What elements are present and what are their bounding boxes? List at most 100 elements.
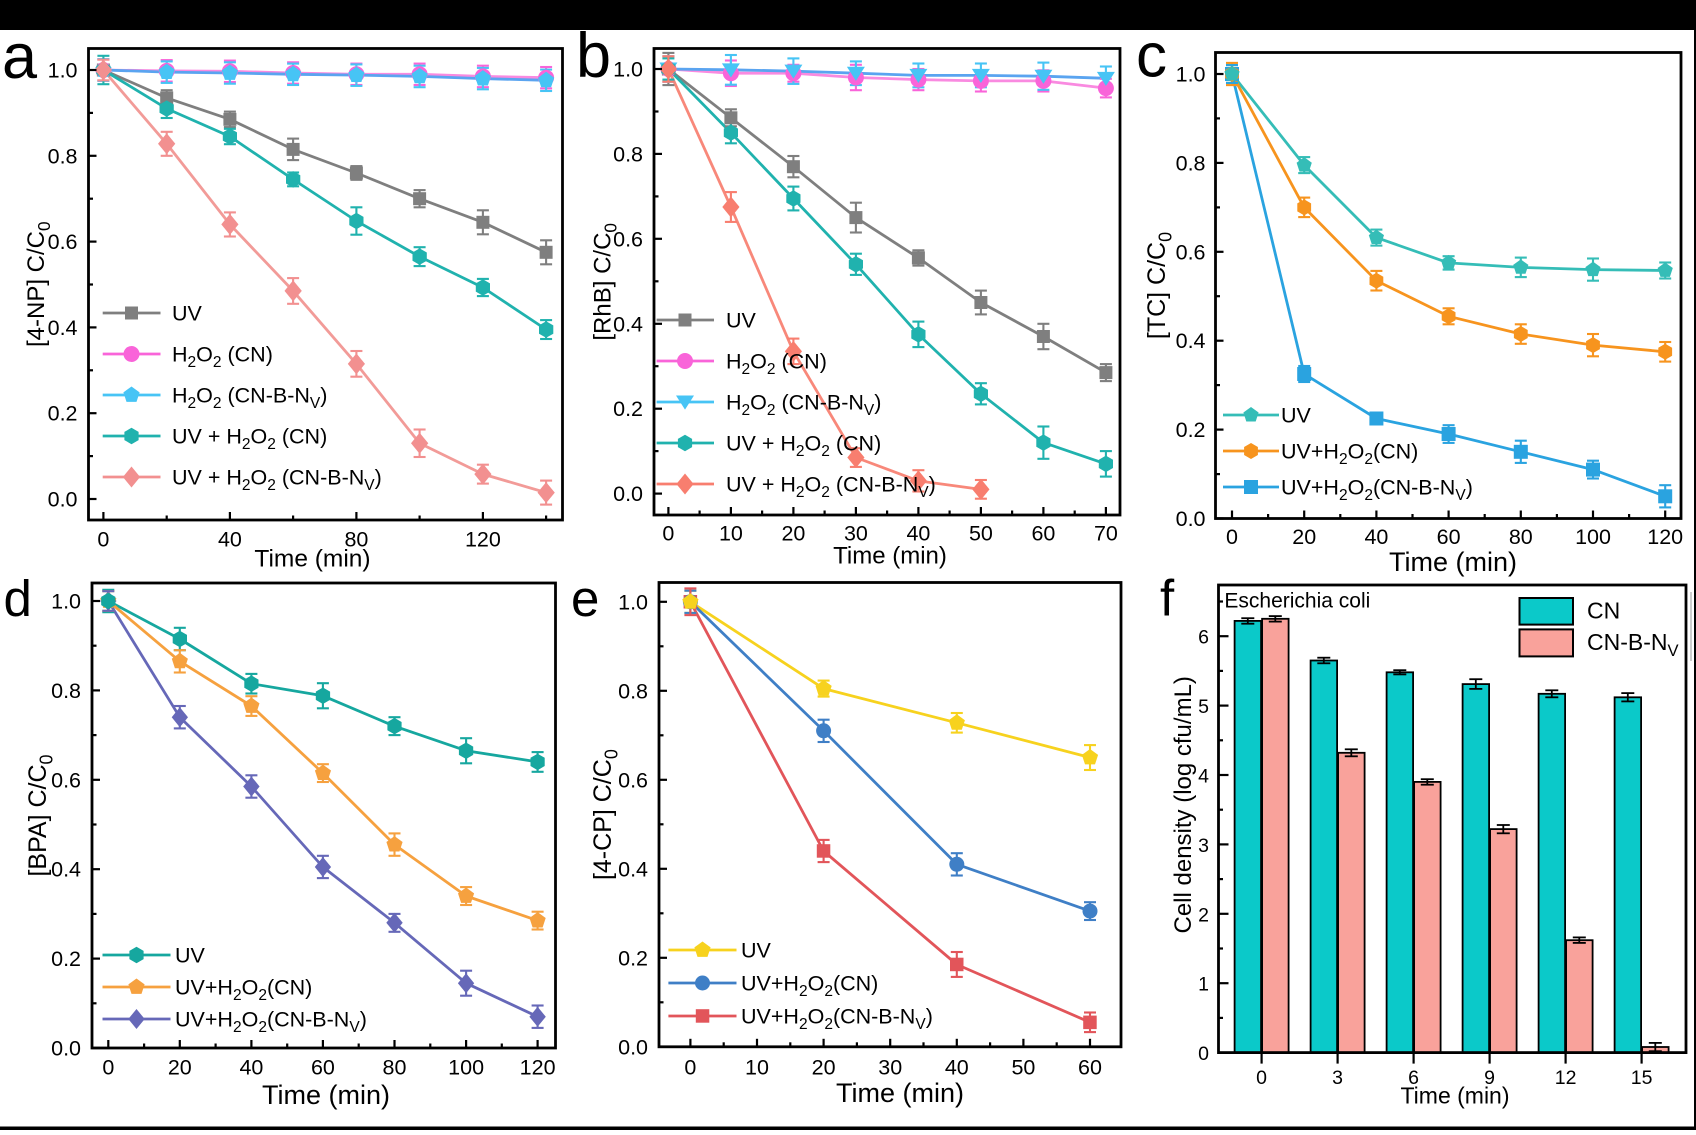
svg-text:UV + H2​O2​ (CN): UV + H2​O2​ (CN) (172, 425, 327, 453)
svg-text:2: 2 (1198, 904, 1209, 926)
svg-text:100: 100 (448, 1056, 484, 1080)
svg-text:d: d (4, 570, 32, 627)
svg-text:4: 4 (1198, 766, 1209, 788)
svg-text:UV+H2​O2​(CN): UV+H2​O2​(CN) (175, 976, 312, 1004)
svg-text:0.0: 0.0 (51, 1037, 81, 1061)
svg-text:5: 5 (1198, 696, 1209, 718)
svg-text:30: 30 (878, 1056, 902, 1080)
svg-text:0.0: 0.0 (618, 1035, 648, 1059)
svg-text:0.2: 0.2 (613, 397, 643, 421)
svg-text:Time (min): Time (min) (833, 543, 947, 570)
svg-text:e: e (571, 570, 599, 627)
svg-text:20: 20 (1292, 525, 1316, 549)
svg-text:0.8: 0.8 (48, 144, 78, 168)
svg-text:0.0: 0.0 (1176, 507, 1206, 531)
svg-text:Time (min): Time (min) (1400, 1083, 1509, 1109)
svg-text:Cell density (log cfu/mL): Cell density (log cfu/mL) (1170, 676, 1197, 933)
svg-text:80: 80 (344, 528, 368, 552)
svg-text:20: 20 (812, 1056, 836, 1080)
svg-text:0: 0 (684, 1056, 696, 1080)
svg-text:UV: UV (1281, 404, 1312, 428)
svg-text:[RhB] C/C0​: [RhB] C/C0​ (589, 223, 620, 341)
svg-text:UV: UV (741, 939, 772, 963)
svg-text:120: 120 (465, 528, 501, 552)
svg-text:60: 60 (1031, 522, 1055, 546)
svg-text:Time (min): Time (min) (254, 546, 370, 573)
svg-text:b: b (576, 21, 611, 91)
svg-text:H2​O2​ (CN): H2​O2​ (CN) (172, 343, 273, 371)
svg-text:0.8: 0.8 (51, 679, 81, 703)
svg-text:CN: CN (1587, 598, 1620, 624)
svg-text:1.0: 1.0 (618, 590, 648, 614)
svg-text:UV + H2​O2​ (CN-B-NV​): UV + H2​O2​ (CN-B-NV​) (172, 466, 382, 494)
svg-text:15: 15 (1631, 1067, 1653, 1089)
svg-text:UV+H2​O2​(CN-B-NV​): UV+H2​O2​(CN-B-NV​) (1281, 476, 1473, 504)
svg-text:0: 0 (97, 528, 109, 552)
svg-text:0.6: 0.6 (51, 768, 81, 792)
svg-text:H2​O2​ (CN-B-NV​): H2​O2​ (CN-B-NV​) (726, 391, 881, 419)
svg-text:6: 6 (1198, 627, 1209, 649)
svg-text:1.0: 1.0 (1176, 63, 1206, 87)
svg-text:Time (min): Time (min) (836, 1078, 964, 1108)
svg-text:0: 0 (1256, 1067, 1267, 1089)
svg-text:12: 12 (1555, 1067, 1577, 1089)
svg-text:1.0: 1.0 (613, 58, 643, 82)
svg-text:[TC] C/C0​: [TC] C/C0​ (1143, 232, 1175, 339)
svg-text:UV+H2​O2​(CN-B-NV​): UV+H2​O2​(CN-B-NV​) (175, 1008, 367, 1036)
svg-text:1.0: 1.0 (48, 59, 78, 83)
svg-text:0.2: 0.2 (48, 402, 78, 426)
svg-text:20: 20 (168, 1056, 192, 1080)
svg-text:10: 10 (745, 1056, 769, 1080)
svg-text:UV+H2​O2​(CN): UV+H2​O2​(CN) (1281, 440, 1418, 468)
svg-text:0.2: 0.2 (1176, 418, 1206, 442)
svg-text:0.4: 0.4 (613, 312, 643, 336)
svg-text:40: 40 (906, 522, 930, 546)
svg-text:40: 40 (239, 1056, 263, 1080)
svg-text:70: 70 (1094, 522, 1118, 546)
svg-text:0.8: 0.8 (1176, 151, 1206, 175)
svg-text:1.0: 1.0 (51, 590, 81, 614)
svg-text:0.2: 0.2 (51, 947, 81, 971)
svg-text:0: 0 (662, 522, 674, 546)
svg-text:UV + H2​O2​ (CN): UV + H2​O2​ (CN) (726, 432, 881, 460)
svg-text:CN-B-NV​: CN-B-NV​ (1587, 629, 1679, 660)
svg-text:100: 100 (1575, 525, 1611, 549)
svg-text:0: 0 (1226, 525, 1238, 549)
svg-text:0.6: 0.6 (1176, 240, 1206, 264)
svg-text:40: 40 (945, 1056, 969, 1080)
svg-text:[4-CP] C/C0​: [4-CP] C/C0​ (589, 749, 621, 880)
svg-text:20: 20 (781, 522, 805, 546)
svg-text:0.6: 0.6 (613, 227, 643, 251)
svg-text:60: 60 (311, 1056, 335, 1080)
svg-text:50: 50 (1011, 1056, 1035, 1080)
svg-text:0.6: 0.6 (618, 768, 648, 792)
svg-text:UV+H2​O2​(CN-B-NV​): UV+H2​O2​(CN-B-NV​) (741, 1005, 933, 1033)
svg-text:60: 60 (1437, 525, 1461, 549)
svg-text:1: 1 (1198, 974, 1209, 996)
svg-text:0.0: 0.0 (613, 482, 643, 506)
svg-text:3: 3 (1198, 835, 1209, 857)
svg-text:0: 0 (1198, 1043, 1209, 1065)
svg-text:80: 80 (1509, 525, 1533, 549)
svg-text:9: 9 (1484, 1067, 1495, 1089)
svg-text:Escherichia coli: Escherichia coli (1224, 590, 1370, 613)
svg-text:6: 6 (1408, 1067, 1419, 1089)
svg-text:H2​O2​ (CN-B-NV​): H2​O2​ (CN-B-NV​) (172, 384, 327, 412)
svg-text:60: 60 (1078, 1056, 1102, 1080)
svg-text:UV + H2​O2​ (CN-B-NV​): UV + H2​O2​ (CN-B-NV​) (726, 473, 936, 501)
svg-text:40: 40 (1364, 525, 1388, 549)
svg-text:c: c (1136, 22, 1167, 91)
svg-text:40: 40 (218, 528, 242, 552)
svg-text:f: f (1160, 570, 1175, 627)
svg-text:0.4: 0.4 (1176, 329, 1206, 353)
svg-text:Time (min): Time (min) (1389, 547, 1517, 577)
svg-text:120: 120 (1647, 525, 1683, 549)
svg-text:0.2: 0.2 (618, 946, 648, 970)
svg-text:a: a (2, 22, 38, 92)
svg-text:0.4: 0.4 (618, 857, 648, 881)
svg-text:UV+H2​O2​(CN): UV+H2​O2​(CN) (741, 972, 878, 1000)
svg-text:UV: UV (172, 302, 203, 326)
svg-text:0: 0 (102, 1056, 114, 1080)
svg-text:0.0: 0.0 (48, 488, 78, 512)
svg-text:120: 120 (520, 1056, 556, 1080)
